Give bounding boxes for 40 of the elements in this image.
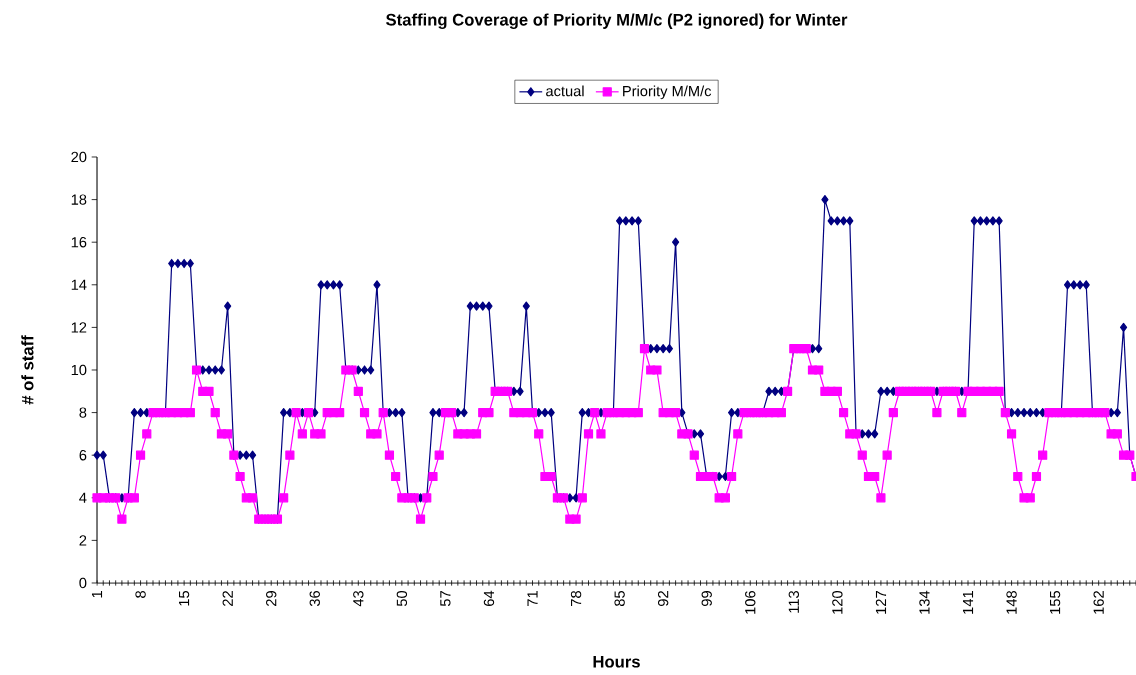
x-tick-label: 29 — [266, 591, 277, 606]
y-tick-label: 6 — [79, 450, 87, 461]
x-tick-label: 141 — [962, 591, 974, 614]
y-tick-label: 18 — [71, 194, 87, 205]
x-tick-label: 22 — [222, 591, 233, 606]
x-tick-label: 71 — [527, 591, 538, 606]
x-tick-label: 113 — [788, 591, 800, 613]
y-axis-title: # of staff — [21, 335, 34, 405]
x-tick-label: 15 — [179, 590, 190, 606]
x-tick-label: 92 — [657, 591, 669, 606]
legend-label: Priority M/M/c — [623, 85, 712, 100]
y-tick-label: 14 — [71, 279, 87, 290]
x-tick-label: 162 — [1093, 591, 1104, 614]
y-tick-label: 12 — [71, 322, 87, 333]
x-tick-label: 78 — [570, 591, 582, 606]
x-tick-label: 8 — [135, 591, 146, 598]
x-tick-label: 134 — [919, 590, 930, 614]
x-axis-title: Hours — [593, 655, 640, 668]
x-tick-label: 148 — [1006, 591, 1017, 614]
chart-title: Staffing Coverage of Priority M/M/c (P2 ignored) for Winter — [386, 13, 848, 29]
y-tick-label: 16 — [71, 237, 87, 248]
y-tick-label: 20 — [71, 151, 87, 163]
x-tick-label: 36 — [309, 591, 320, 607]
x-tick-label: 50 — [396, 590, 408, 607]
y-tick-label: 0 — [79, 577, 87, 589]
x-tick-label: 120 — [832, 590, 843, 614]
x-tick-label: 1 — [91, 591, 103, 598]
x-tick-label: 106 — [745, 591, 756, 614]
x-tick-label: 43 — [353, 591, 364, 607]
x-tick-label: 57 — [440, 591, 451, 607]
x-tick-label: 127 — [875, 591, 887, 614]
x-tick-label: 64 — [483, 590, 495, 606]
legend-label: actual — [546, 85, 584, 97]
x-tick-label: 99 — [701, 591, 712, 606]
y-tick-label: 10 — [71, 364, 87, 376]
x-tick-label: 155 — [1050, 591, 1061, 614]
y-tick-label: 8 — [79, 407, 87, 418]
y-tick-label: 4 — [79, 492, 87, 503]
y-tick-label: 2 — [79, 535, 87, 546]
x-tick-label: 85 — [614, 590, 625, 607]
